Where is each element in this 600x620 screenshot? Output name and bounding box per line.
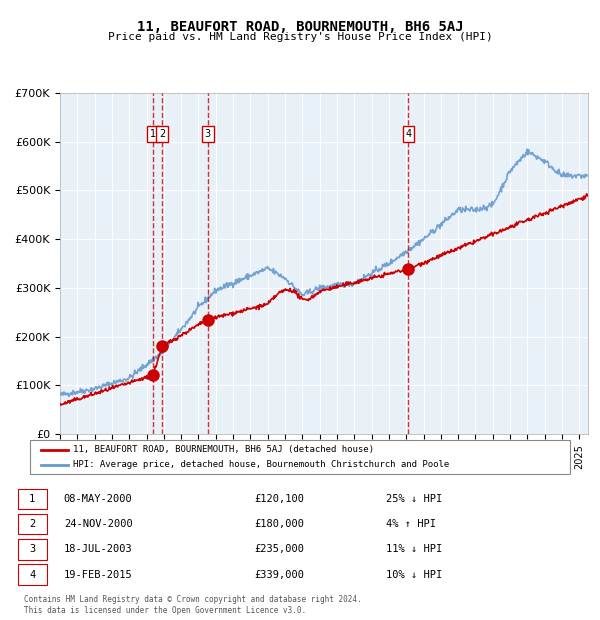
Text: 3: 3 bbox=[29, 544, 35, 554]
Text: 24-NOV-2000: 24-NOV-2000 bbox=[64, 519, 133, 529]
Text: 18-JUL-2003: 18-JUL-2003 bbox=[64, 544, 133, 554]
Text: 4% ↑ HPI: 4% ↑ HPI bbox=[386, 519, 436, 529]
Text: Contains HM Land Registry data © Crown copyright and database right 2024.: Contains HM Land Registry data © Crown c… bbox=[24, 595, 362, 604]
Text: 11, BEAUFORT ROAD, BOURNEMOUTH, BH6 5AJ: 11, BEAUFORT ROAD, BOURNEMOUTH, BH6 5AJ bbox=[137, 20, 463, 34]
Text: 4: 4 bbox=[406, 129, 412, 139]
FancyBboxPatch shape bbox=[18, 514, 47, 534]
Text: 2: 2 bbox=[159, 129, 165, 139]
Text: 11, BEAUFORT ROAD, BOURNEMOUTH, BH6 5AJ (detached house): 11, BEAUFORT ROAD, BOURNEMOUTH, BH6 5AJ … bbox=[73, 445, 374, 454]
Text: £339,000: £339,000 bbox=[254, 570, 304, 580]
FancyBboxPatch shape bbox=[18, 564, 47, 585]
Text: 11% ↓ HPI: 11% ↓ HPI bbox=[386, 544, 443, 554]
Text: This data is licensed under the Open Government Licence v3.0.: This data is licensed under the Open Gov… bbox=[24, 606, 306, 615]
Text: HPI: Average price, detached house, Bournemouth Christchurch and Poole: HPI: Average price, detached house, Bour… bbox=[73, 460, 449, 469]
Text: 1: 1 bbox=[150, 129, 156, 139]
Text: 2: 2 bbox=[29, 519, 35, 529]
Text: 08-MAY-2000: 08-MAY-2000 bbox=[64, 494, 133, 504]
Text: 3: 3 bbox=[205, 129, 211, 139]
Text: 10% ↓ HPI: 10% ↓ HPI bbox=[386, 570, 443, 580]
Text: 19-FEB-2015: 19-FEB-2015 bbox=[64, 570, 133, 580]
Text: £120,100: £120,100 bbox=[254, 494, 304, 504]
Text: 4: 4 bbox=[29, 570, 35, 580]
Bar bbox=[153, 93, 409, 434]
Text: 1: 1 bbox=[29, 494, 35, 504]
FancyBboxPatch shape bbox=[18, 489, 47, 509]
FancyBboxPatch shape bbox=[30, 440, 570, 474]
Text: £180,000: £180,000 bbox=[254, 519, 304, 529]
FancyBboxPatch shape bbox=[18, 539, 47, 560]
Text: £235,000: £235,000 bbox=[254, 544, 304, 554]
Text: Price paid vs. HM Land Registry's House Price Index (HPI): Price paid vs. HM Land Registry's House … bbox=[107, 32, 493, 42]
Text: 25% ↓ HPI: 25% ↓ HPI bbox=[386, 494, 443, 504]
